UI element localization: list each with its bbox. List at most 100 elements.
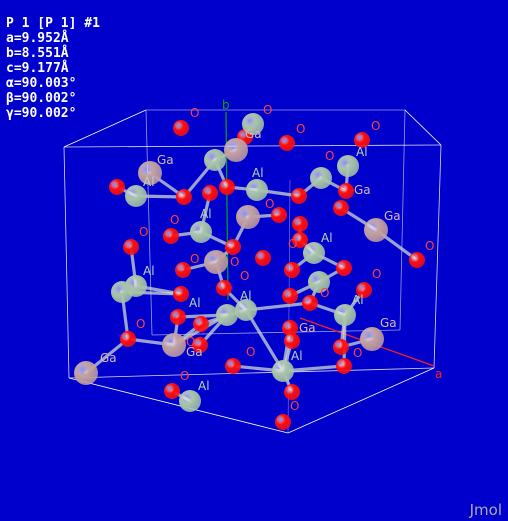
oxygen-atom [282, 288, 298, 304]
oxygen-atom [279, 135, 295, 151]
oxygen-atom [356, 282, 372, 298]
atom-label: Ga [354, 183, 371, 197]
gallium-atom [236, 205, 260, 229]
gallium-atom [138, 161, 162, 185]
cell-b-line: b=8.551Å [6, 46, 69, 61]
gallium-atom [162, 333, 186, 357]
atom-label: O [230, 255, 239, 269]
oxygen-atom [271, 207, 287, 223]
oxygen-atom [123, 239, 139, 255]
cell-edge [63, 146, 70, 379]
atom-label: Al [143, 264, 155, 278]
oxygen-atom [284, 333, 300, 349]
oxygen-atom [292, 216, 308, 232]
oxygen-atom [164, 383, 180, 399]
aluminium-atom [308, 271, 330, 293]
cell-a-line: a=9.952Å [6, 31, 69, 46]
atom-label: O [290, 399, 299, 413]
cell-edge [63, 144, 442, 148]
bond [244, 308, 285, 373]
gallium-atom [224, 138, 248, 162]
oxygen-atom [219, 179, 235, 195]
atom-label: O [296, 122, 305, 136]
oxygen-atom [282, 320, 298, 336]
oxygen-atom [284, 262, 300, 278]
oxygen-atom [192, 337, 208, 353]
oxygen-atom [163, 228, 179, 244]
cell-edge [68, 377, 289, 434]
atom-label: O [325, 149, 334, 163]
aluminium-atom [235, 299, 257, 321]
oxygen-atom [175, 262, 191, 278]
atom-label: O [320, 286, 329, 300]
aluminium-atom [310, 167, 332, 189]
oxygen-atom [336, 358, 352, 374]
atom-label: Al [189, 296, 201, 310]
oxygen-atom [255, 250, 271, 266]
cell-gamma-line: γ=90.002° [6, 106, 77, 121]
atom-label: O [240, 269, 249, 283]
atom-label: Al [321, 231, 333, 245]
axis-b-label: b [222, 98, 230, 112]
aluminium-atom [246, 179, 268, 201]
oxygen-atom [120, 331, 136, 347]
cell-edge [68, 367, 435, 379]
aluminium-atom [303, 242, 325, 264]
oxygen-atom [333, 339, 349, 355]
aluminium-atom [272, 360, 294, 382]
aluminium-atom [337, 155, 359, 177]
aluminium-atom [111, 281, 133, 303]
oxygen-atom [202, 185, 218, 201]
atom-label: O [190, 106, 199, 120]
oxygen-atom [216, 280, 232, 296]
axis-a-label: a [435, 367, 442, 381]
atom-label: Ga [186, 345, 203, 359]
unit-cell-info: P 1 [P 1] #1 a=9.952Å b=8.551Å c=9.177Å … [6, 16, 100, 121]
atom-label: O [288, 237, 297, 251]
aluminium-atom [242, 113, 264, 135]
oxygen-atom [109, 179, 125, 195]
oxygen-atom [292, 232, 308, 248]
atom-label: O [265, 197, 274, 211]
cell-c-line: c=9.177Å [6, 61, 69, 76]
oxygen-atom [336, 260, 352, 276]
space-group-line: P 1 [P 1] #1 [6, 16, 100, 31]
atom-label: O [246, 345, 255, 359]
aluminium-atom [334, 304, 356, 326]
atom-label: O [190, 252, 199, 266]
oxygen-atom [173, 120, 189, 136]
aluminium-atom [179, 390, 201, 412]
aluminium-atom [125, 185, 147, 207]
cell-edge [433, 144, 442, 369]
atom-label: Ga [245, 127, 262, 141]
atom-label: O [136, 317, 145, 331]
cell-edge [63, 109, 147, 148]
unit-cell-box [63, 109, 442, 434]
atom-label: O [263, 103, 272, 117]
oxygen-atom [354, 132, 370, 148]
oxygen-atom [284, 384, 300, 400]
aluminium-atom [216, 304, 238, 326]
oxygen-atom [193, 316, 209, 332]
atom-label: Al [291, 349, 303, 363]
oxygen-atom [225, 358, 241, 374]
gallium-atom [360, 327, 384, 351]
oxygen-atom [302, 295, 318, 311]
atom-label: Al [240, 289, 252, 303]
aluminium-atom [190, 221, 212, 243]
oxygen-atom [275, 414, 291, 430]
oxygen-atom [333, 200, 349, 216]
cell-edge [399, 109, 406, 331]
cell-edge [404, 109, 442, 146]
atom-label: Ga [100, 351, 117, 365]
aluminium-atom [204, 149, 226, 171]
atom-label: Al [252, 166, 264, 180]
oxygen-atom [173, 286, 189, 302]
atom-label: Al [143, 175, 155, 189]
atom-label: O [372, 267, 381, 281]
atom-label: O [186, 335, 195, 349]
atom-label: Ga [380, 316, 397, 330]
